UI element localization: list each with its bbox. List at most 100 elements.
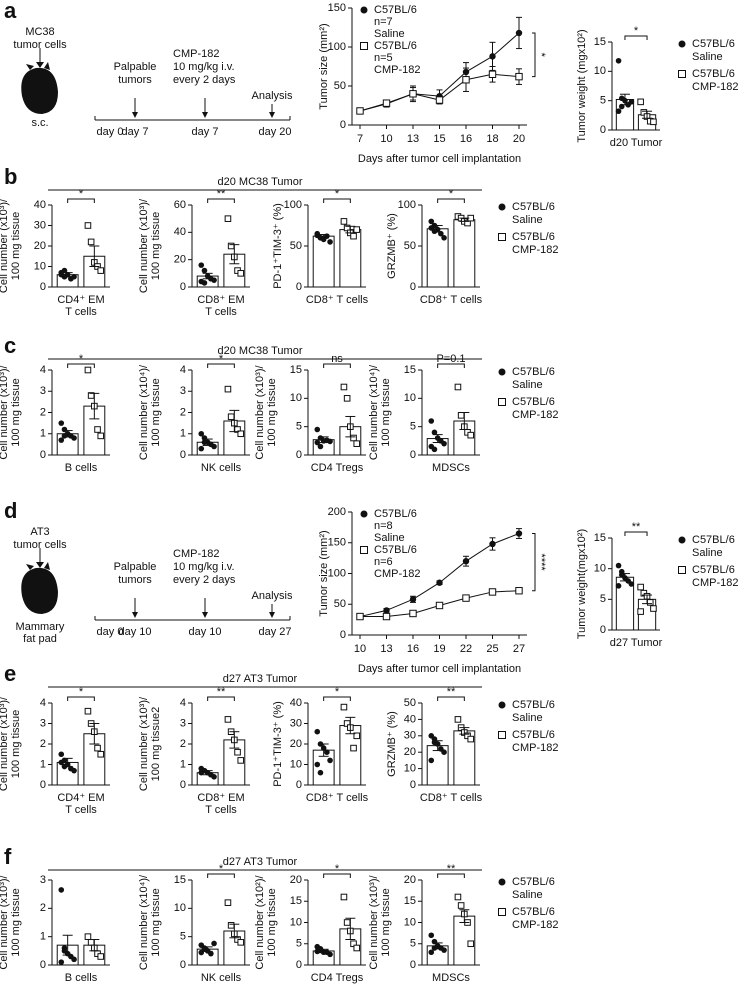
x-tick-label: 27	[513, 643, 525, 655]
data-point	[353, 944, 361, 952]
x-tick-label: 10	[380, 133, 392, 145]
data-point	[314, 426, 321, 433]
sig-bracket	[437, 198, 465, 203]
data-point	[340, 383, 348, 391]
y-axis-label: Cell number (x10³)/	[254, 364, 266, 459]
data-point	[211, 774, 217, 780]
day-label: day 10	[188, 626, 221, 638]
data-point	[61, 433, 68, 439]
panel-label: a	[4, 0, 17, 23]
y-tick-label: 5	[180, 931, 186, 943]
legend-label: CMP-182	[692, 81, 738, 93]
y-tick-label: 10	[404, 392, 416, 404]
data-point	[61, 267, 68, 274]
sig-label: **	[447, 863, 456, 875]
day-label: day 10	[118, 626, 151, 638]
x-axis-label: Days after tumor cell implantation	[358, 663, 521, 675]
y-tick-label: 3	[40, 717, 46, 729]
arrow-head	[36, 562, 44, 568]
data-point	[224, 716, 232, 723]
y-axis-label: Cell number (x10²)/	[254, 874, 266, 969]
legend-marker	[498, 878, 506, 886]
x-axis-label: T cells	[205, 306, 237, 318]
data-point	[84, 366, 92, 374]
sig-bracket	[207, 873, 235, 878]
y-tick-label: 2	[180, 406, 186, 418]
y-tick-label: 5	[600, 593, 606, 605]
y-tick-label: 0	[340, 629, 346, 641]
data-point	[489, 540, 496, 548]
panel-label: b	[4, 164, 17, 189]
legend-marker	[498, 368, 506, 376]
sig-label: *	[335, 686, 340, 698]
y-tick-label: 20	[404, 874, 416, 886]
x-axis-label: CD8⁺ EM	[197, 792, 244, 804]
legend-label: Saline	[692, 547, 723, 559]
data-point	[211, 277, 217, 283]
sig-label: *	[535, 53, 547, 58]
data-point	[58, 420, 65, 426]
data-point	[637, 98, 644, 106]
legend-label: n=5	[374, 52, 393, 64]
y-tick-label: 4	[180, 364, 186, 376]
data-point	[428, 757, 435, 764]
y-tick-label: 50	[290, 240, 302, 252]
data-point	[61, 948, 68, 954]
x-axis-label: T cells	[65, 306, 97, 318]
y-axis-label: Cell number (x10³)/	[0, 198, 10, 293]
sig-label: *	[79, 686, 84, 698]
data-point	[650, 605, 657, 612]
data-point	[97, 750, 105, 758]
y-tick-label: 30	[290, 717, 302, 729]
x-axis-label: B cells	[65, 972, 98, 984]
data-point	[462, 594, 470, 602]
x-axis-label: CD8⁺ EM	[197, 294, 244, 306]
data-point	[615, 108, 622, 115]
y-axis-label: Cell number (x10³)/	[0, 874, 10, 969]
data-point	[431, 228, 438, 235]
data-point	[436, 579, 443, 586]
data-point	[488, 70, 497, 78]
sig-bracket	[323, 696, 351, 701]
x-tick-label: 7	[357, 133, 363, 145]
data-point	[488, 588, 497, 596]
y-tick-label: 20	[404, 746, 416, 758]
step-label: 10 mg/kg i.v.	[173, 561, 235, 573]
data-point	[356, 107, 364, 115]
data-point	[441, 440, 447, 447]
y-tick-label: 0	[180, 959, 186, 971]
sig-bracket	[67, 696, 95, 701]
data-point	[353, 226, 361, 233]
y-axis-label: 100 mg tissue	[380, 888, 392, 956]
y-axis-label: PD-1⁺TIM-3⁺ (%)	[272, 701, 284, 787]
data-point	[237, 270, 245, 277]
step-label: CMP-182	[173, 48, 219, 60]
y-tick-label: 0	[40, 281, 46, 293]
data-point	[317, 769, 324, 776]
data-point	[87, 939, 95, 946]
legend-marker	[498, 203, 506, 211]
sig-bracket	[437, 363, 465, 368]
legend-label: C57BL/6	[512, 906, 555, 918]
y-tick-label: 40	[290, 697, 302, 709]
data-point	[198, 445, 205, 452]
data-point	[467, 735, 475, 743]
data-point	[340, 218, 348, 225]
sig-bracket	[67, 363, 95, 368]
data-point	[314, 728, 321, 735]
y-tick-label: 5	[296, 421, 302, 433]
legend-label: C57BL/6	[512, 699, 555, 711]
data-point	[97, 267, 105, 274]
y-axis-label: Tumor size (mm²)	[318, 530, 330, 616]
data-point	[353, 440, 361, 447]
group-title: d20 MC38 Tumor	[218, 345, 303, 357]
y-tick-label: 15	[404, 364, 416, 376]
data-point	[441, 947, 447, 953]
y-tick-label: 0	[40, 779, 46, 791]
legend-label: n=6	[374, 556, 393, 568]
data-point	[383, 607, 390, 614]
data-point	[327, 757, 333, 764]
data-point	[428, 949, 435, 956]
x-axis-label: CD4 Tregs	[311, 462, 364, 474]
sig-bracket	[624, 531, 648, 536]
